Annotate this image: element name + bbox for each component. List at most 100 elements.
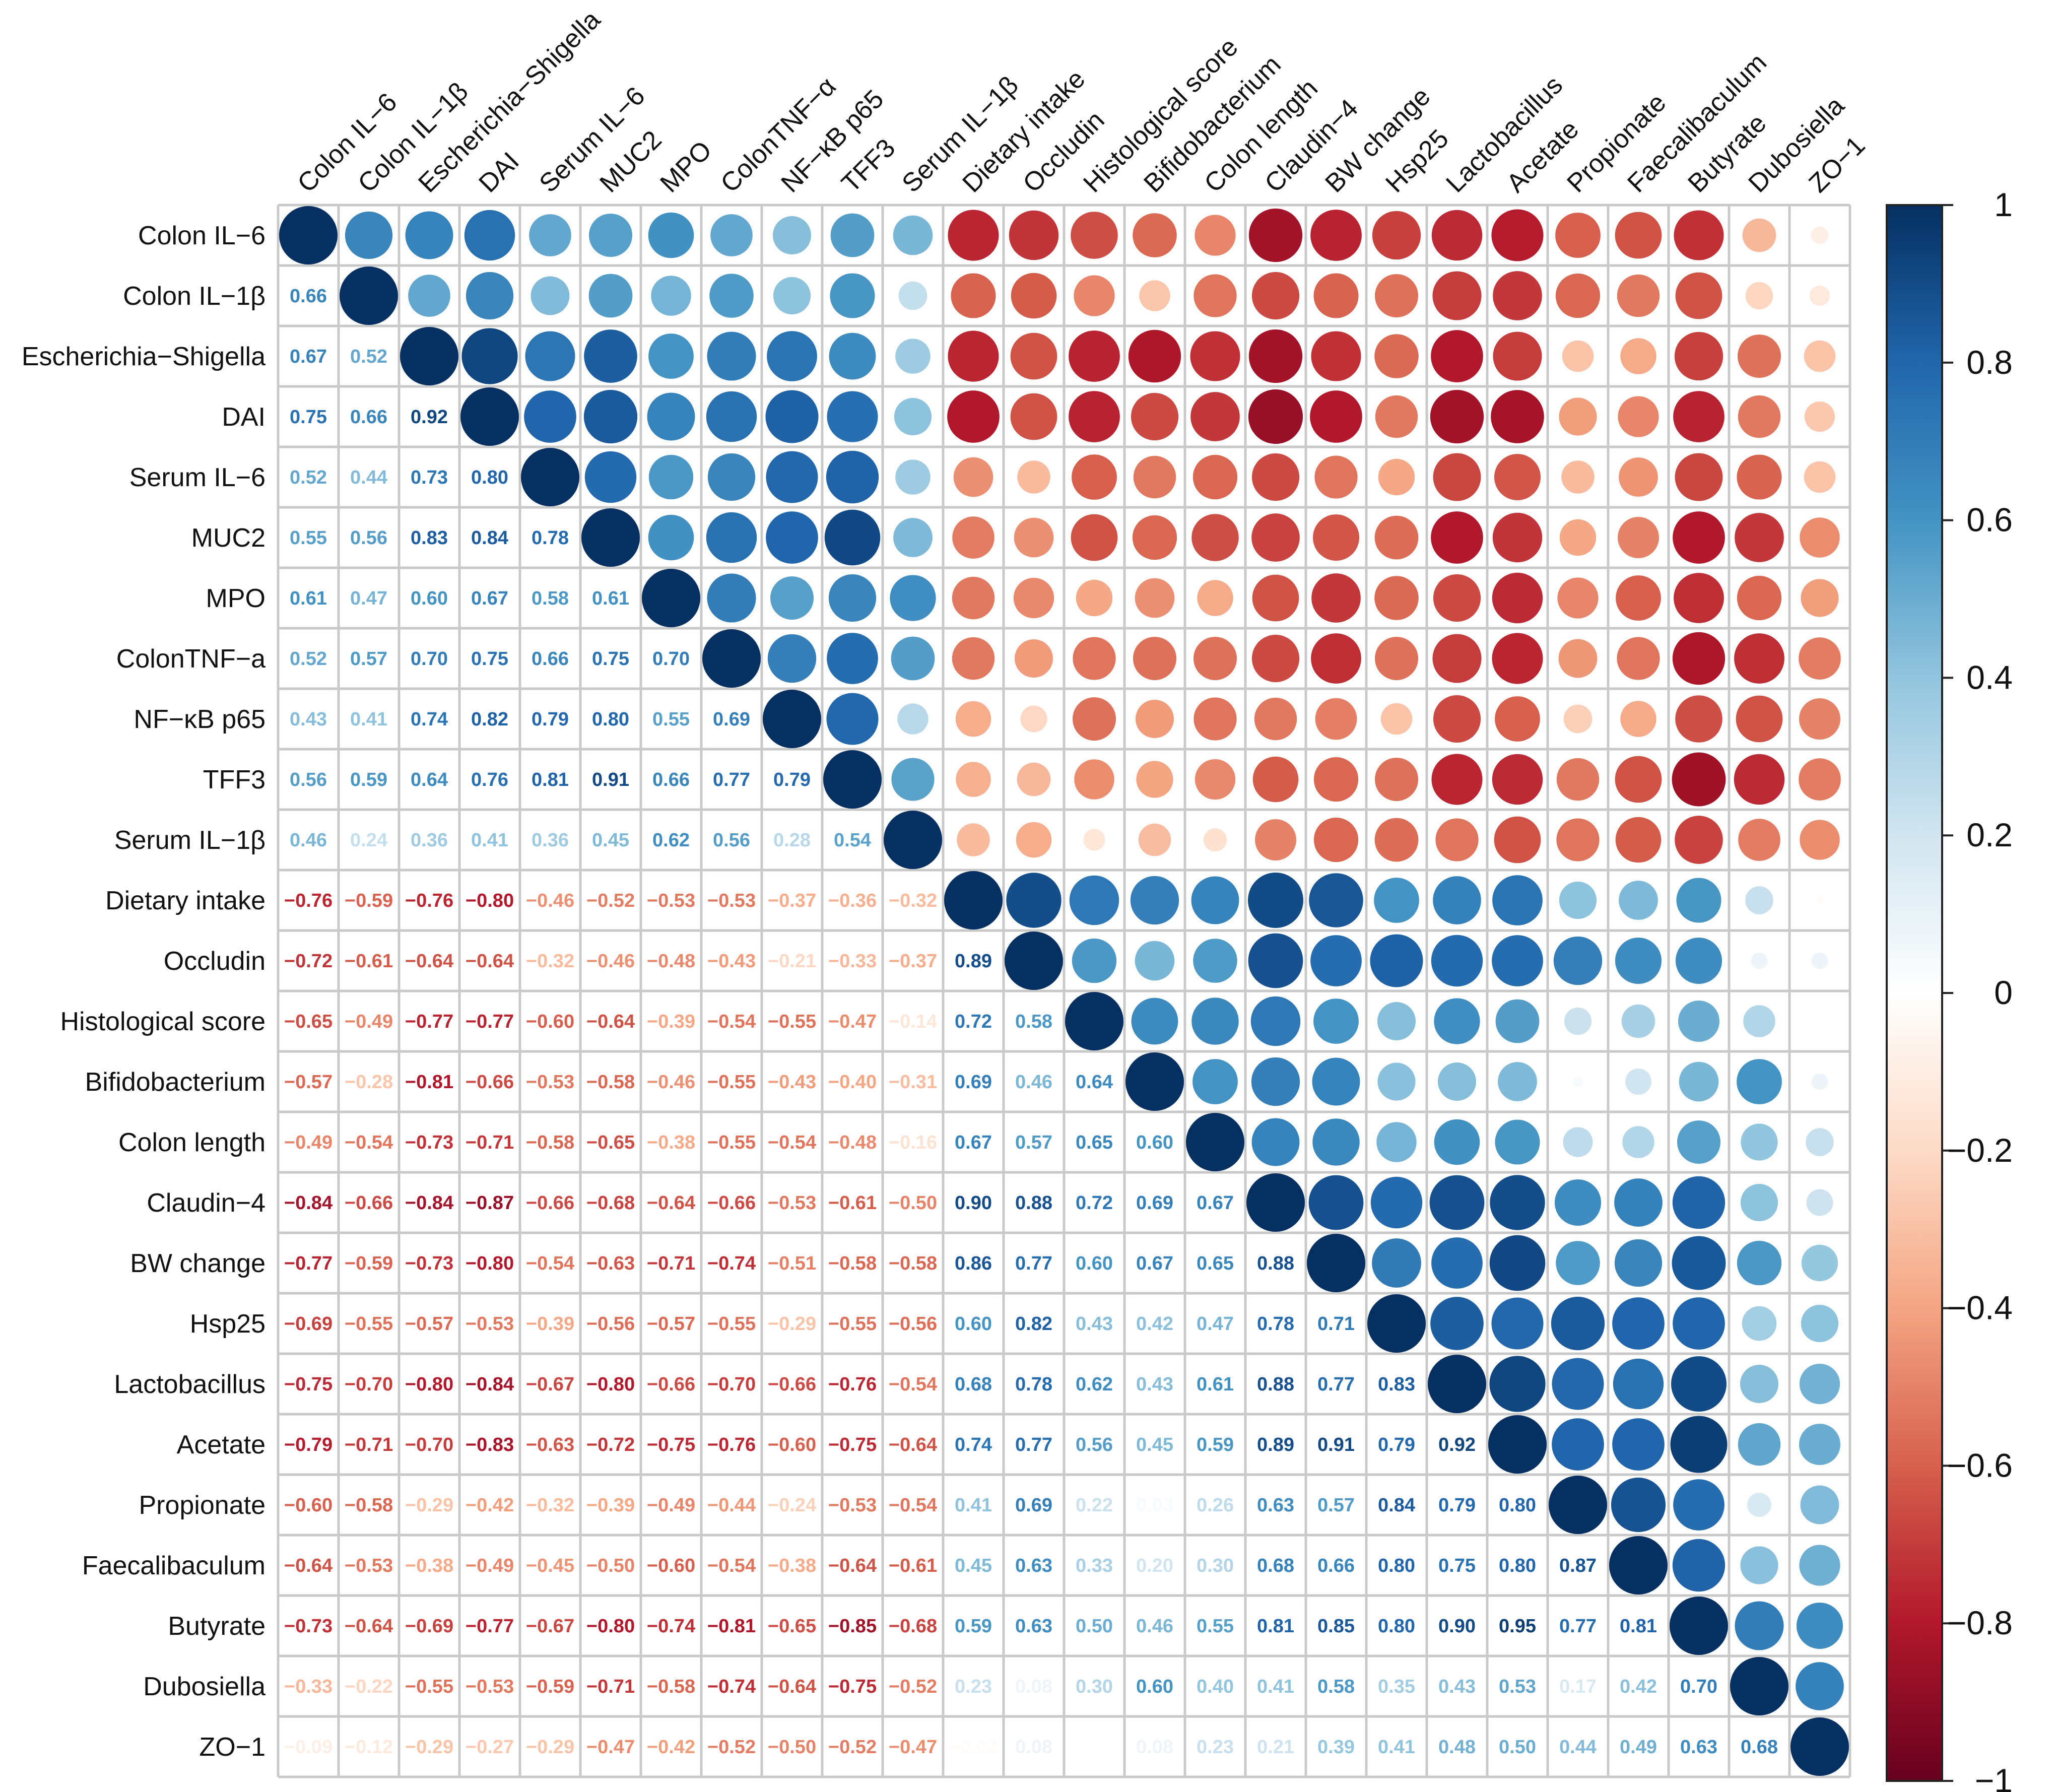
coefficient-label: −0.31: [889, 1072, 937, 1093]
correlation-circle: [1495, 1119, 1540, 1165]
coefficient-label: 0.73: [411, 467, 448, 488]
correlation-circle: [895, 459, 931, 495]
coefficient-label: −0.46: [647, 1072, 695, 1093]
coefficient-label: 0.43: [1076, 1313, 1113, 1335]
correlation-circle: [1248, 208, 1303, 262]
coefficient-label: −0.57: [284, 1072, 333, 1093]
coefficient-label: 0.78: [1257, 1313, 1294, 1335]
correlation-circle: [1678, 1000, 1720, 1042]
correlation-circle: [1556, 1241, 1600, 1285]
coefficient-label: −0.69: [405, 1616, 453, 1637]
correlation-circle: [1799, 758, 1841, 801]
correlation-circle: [1672, 1539, 1726, 1592]
coefficient-label: 0.91: [592, 769, 629, 790]
correlation-circle: [1806, 1128, 1834, 1156]
correlation-circle: [823, 750, 882, 809]
coefficient-label: 0.22: [1076, 1495, 1113, 1516]
correlation-circle: [1553, 936, 1603, 985]
correlation-circle: [893, 518, 933, 557]
correlation-circle: [1745, 886, 1773, 914]
correlation-circle: [1251, 634, 1300, 683]
correlation-circle: [1083, 829, 1105, 851]
coefficient-label: 0.46: [1015, 1072, 1052, 1093]
coefficient-label: −0.49: [647, 1495, 695, 1516]
correlation-circle: [891, 636, 935, 681]
coefficient-label: 0.79: [1438, 1495, 1476, 1516]
correlation-circle: [1799, 698, 1841, 740]
correlation-circle: [1307, 1234, 1365, 1292]
coefficient-label: 0.87: [1559, 1555, 1597, 1576]
correlation-circle: [1193, 939, 1237, 983]
correlation-circle: [1673, 1479, 1724, 1531]
coefficient-label: −0.72: [284, 951, 333, 972]
coefficient-label: 0.91: [1317, 1434, 1355, 1455]
coefficient-label: −0.61: [345, 951, 393, 972]
correlation-circle: [1615, 212, 1662, 259]
correlation-circle: [1494, 453, 1541, 501]
coefficient-label: −0.29: [768, 1313, 816, 1335]
correlation-circle: [1020, 705, 1047, 733]
correlation-circle: [1804, 401, 1835, 432]
coefficient-label: −0.71: [647, 1253, 695, 1274]
coefficient-label: 0.69: [955, 1072, 992, 1093]
correlation-circle: [1431, 754, 1483, 805]
correlation-circle: [1679, 1061, 1719, 1102]
correlation-circle: [893, 215, 933, 255]
coefficient-label: 0.71: [1317, 1313, 1355, 1335]
correlation-circle: [953, 457, 993, 497]
coefficient-label: 0.50: [1499, 1737, 1536, 1758]
coefficient-label: −0.39: [647, 1011, 695, 1032]
coefficient-label: 0.90: [1438, 1616, 1476, 1637]
correlation-circle: [956, 762, 991, 797]
coefficient-label: 0.74: [955, 1434, 992, 1455]
row-label: Claudin−4: [147, 1188, 266, 1218]
correlation-circle: [1617, 516, 1660, 559]
coefficient-label: 0.81: [532, 769, 569, 790]
coefficient-label: −0.12: [345, 1737, 393, 1758]
correlation-circle: [1491, 390, 1544, 443]
coefficient-label: 0.20: [1136, 1555, 1173, 1576]
coefficient-label: 0.66: [350, 407, 387, 428]
coefficient-label: −0.48: [647, 951, 695, 972]
correlation-circle: [1804, 461, 1836, 493]
correlation-circle: [1374, 636, 1419, 681]
matrix-grid: [277, 204, 1851, 1778]
correlation-circle: [1309, 873, 1363, 927]
correlation-circle: [947, 390, 1000, 443]
correlation-circle: [525, 331, 575, 381]
coefficient-label: 0.30: [1076, 1676, 1113, 1697]
correlation-circle: [1673, 391, 1724, 442]
coefficient-label: −0.54: [889, 1495, 937, 1516]
correlation-circle: [1737, 1240, 1782, 1286]
correlation-circle: [1670, 1416, 1728, 1473]
correlation-circle: [1431, 935, 1483, 987]
correlation-circle: [1314, 455, 1358, 499]
correlation-circle: [1313, 757, 1359, 802]
coefficient-label: 0.79: [1378, 1434, 1415, 1455]
correlation-circle: [1734, 754, 1785, 805]
correlation-circle: [581, 508, 640, 567]
correlation-circle: [891, 758, 935, 801]
coefficient-label: −0.50: [889, 1192, 937, 1214]
correlation-circle: [1433, 453, 1481, 501]
correlation-circle: [1489, 1235, 1546, 1291]
coefficient-label: 0.69: [713, 709, 750, 730]
correlation-circle: [707, 331, 756, 381]
correlation-circle: [948, 210, 999, 261]
correlation-circle: [763, 690, 821, 748]
correlation-circle: [1193, 274, 1237, 317]
correlation-circle: [1670, 1597, 1728, 1655]
coefficient-label: 0.89: [955, 951, 992, 972]
correlation-circle: [1432, 271, 1482, 320]
coefficient-label: 0.63: [1680, 1737, 1717, 1758]
coefficient-label: 0.75: [471, 648, 508, 670]
correlation-circle: [1742, 218, 1776, 252]
correlation-circle: [1615, 756, 1662, 803]
coefficient-label: −0.47: [586, 1737, 635, 1758]
coefficient-label: −0.53: [526, 1072, 574, 1093]
coefficient-label: 0.33: [1076, 1555, 1113, 1576]
coefficient-label: −0.77: [466, 1616, 514, 1637]
correlation-circle: [529, 214, 571, 256]
coefficient-label: 0.60: [411, 588, 448, 609]
coefficient-label: −0.65: [284, 1011, 333, 1032]
